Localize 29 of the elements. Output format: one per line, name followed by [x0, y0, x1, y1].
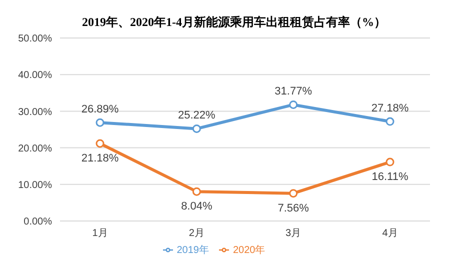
point	[192, 124, 201, 133]
legend-label: 2020年	[233, 245, 266, 256]
data-label: 8.04%	[181, 200, 212, 213]
point	[96, 118, 104, 127]
y-tick-label: 0.00%	[24, 216, 52, 228]
data-label: 31.77%	[274, 86, 312, 98]
y-tick-label: 20.00%	[18, 143, 52, 154]
data-label: 26.89%	[81, 104, 119, 116]
x-tick-label: 3月	[286, 228, 302, 240]
chart-title: 2019年、2020年1-4月新能源乘用车出租租赁占有率（%）	[81, 14, 387, 31]
x-tick-label: 4月	[382, 228, 398, 240]
y-tick-label: 50.00%	[18, 34, 52, 45]
point	[386, 117, 394, 126]
y-tick-label: 40.00%	[18, 70, 52, 82]
data-label: 25.22%	[178, 110, 216, 122]
point	[289, 100, 298, 109]
data-label: 27.18%	[371, 102, 409, 115]
point	[96, 139, 104, 148]
data-label: 21.18%	[81, 152, 119, 164]
data-label: 7.56%	[278, 202, 310, 214]
y-tick-label: 10.00%	[18, 180, 52, 191]
point	[386, 158, 394, 166]
point	[192, 187, 201, 196]
y-tick-label: 30.00%	[18, 106, 52, 118]
x-tick-label: 1月	[92, 228, 108, 240]
data-label: 16.11%	[372, 171, 408, 184]
point	[289, 189, 298, 198]
x-tick-label: 2月	[188, 228, 204, 240]
legend-label: 2019年	[176, 245, 209, 256]
